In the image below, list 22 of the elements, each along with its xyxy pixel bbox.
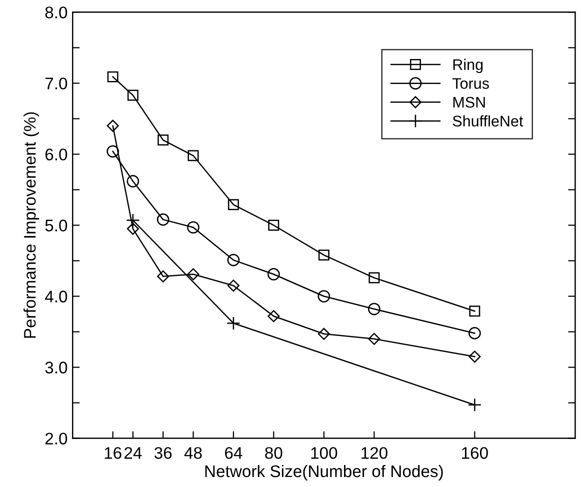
x-tick-label: 160 — [462, 447, 488, 459]
x-tick-label: 36 — [154, 447, 172, 459]
y-axis-title: Performance Improvement (%) — [24, 112, 40, 338]
y-tick-label: 6.0 — [45, 148, 68, 160]
legend-label: Ring — [453, 58, 483, 74]
x-tick-label: 48 — [184, 447, 202, 459]
y-tick-label: 4.0 — [44, 290, 68, 302]
x-tick-label: 120 — [362, 447, 388, 459]
legend-label: MSN — [453, 96, 485, 108]
x-tick-label: 24 — [124, 447, 142, 459]
x-tick-label: 16 — [104, 447, 122, 459]
legend-label: Torus — [452, 78, 489, 89]
y-tick-label: 2.0 — [45, 432, 68, 445]
x-tick-label: 100 — [311, 447, 338, 459]
legend-label: ShuffleNet — [452, 115, 524, 127]
y-tick-label: 5.0 — [45, 220, 68, 232]
x-tick-label: 64 — [225, 447, 242, 459]
y-tick-label: 8.0 — [45, 6, 68, 18]
x-axis-title: Network Size(Number of Nodes) — [205, 464, 443, 480]
y-tick-label: 7.0 — [45, 78, 68, 90]
x-tick-label: 80 — [265, 447, 282, 459]
y-tick-label: 3.0 — [45, 362, 68, 374]
